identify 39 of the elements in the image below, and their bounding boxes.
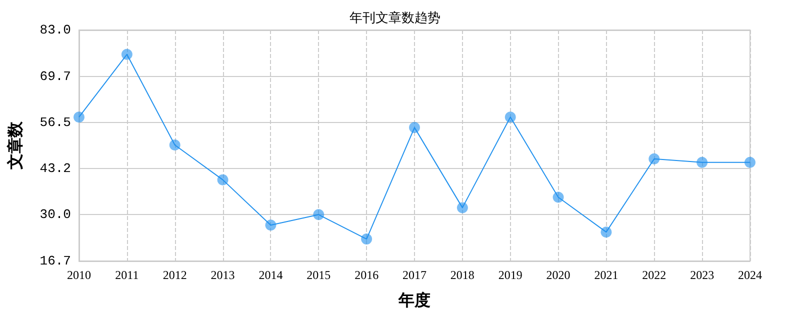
point: [552, 192, 564, 203]
x-tick-label: 2019: [498, 268, 522, 282]
x-tick-label: 2017: [402, 268, 426, 282]
x-tick-label: 2020: [546, 268, 570, 282]
y-tick-label: 43.2: [40, 161, 71, 176]
point: [361, 234, 372, 245]
x-tick-label: 2012: [162, 268, 187, 282]
x-tick-label: 2023: [690, 268, 714, 282]
x-tick-label: 2018: [450, 268, 474, 282]
point: [74, 112, 84, 123]
y-tick-label: 56.5: [40, 114, 71, 130]
x-tick-label: 2014: [258, 268, 283, 282]
y-axis-title: 文章数: [6, 120, 24, 170]
point: [648, 153, 660, 164]
x-tick-label: 2016: [354, 268, 379, 282]
point: [504, 112, 516, 123]
point: [409, 122, 420, 134]
point: [456, 202, 468, 214]
y-tick-label: 83.0: [40, 22, 71, 38]
point: [744, 156, 756, 168]
x-axis-title: 年度: [398, 290, 430, 310]
point: [169, 139, 180, 150]
y-tick-label: 16.7: [40, 254, 71, 268]
point: [121, 48, 132, 60]
point: [600, 226, 612, 238]
point: [313, 209, 324, 220]
x-tick-label: 2015: [306, 268, 331, 282]
x-tick-label: 2010: [67, 268, 91, 282]
x-tick-label: 2021: [594, 268, 618, 282]
x-tick-label: 2013: [210, 268, 235, 282]
x-tick-label: 2022: [642, 268, 666, 282]
point: [696, 156, 708, 168]
x-tick-label: 2024: [738, 268, 762, 282]
chart-title: 年刊文章数趋势: [350, 10, 440, 25]
point: [217, 174, 228, 186]
point: [265, 220, 276, 231]
y-tick-label: 69.7: [40, 68, 71, 84]
x-tick-label: 2011: [115, 268, 139, 282]
y-tick-label: 30.0: [40, 207, 71, 222]
